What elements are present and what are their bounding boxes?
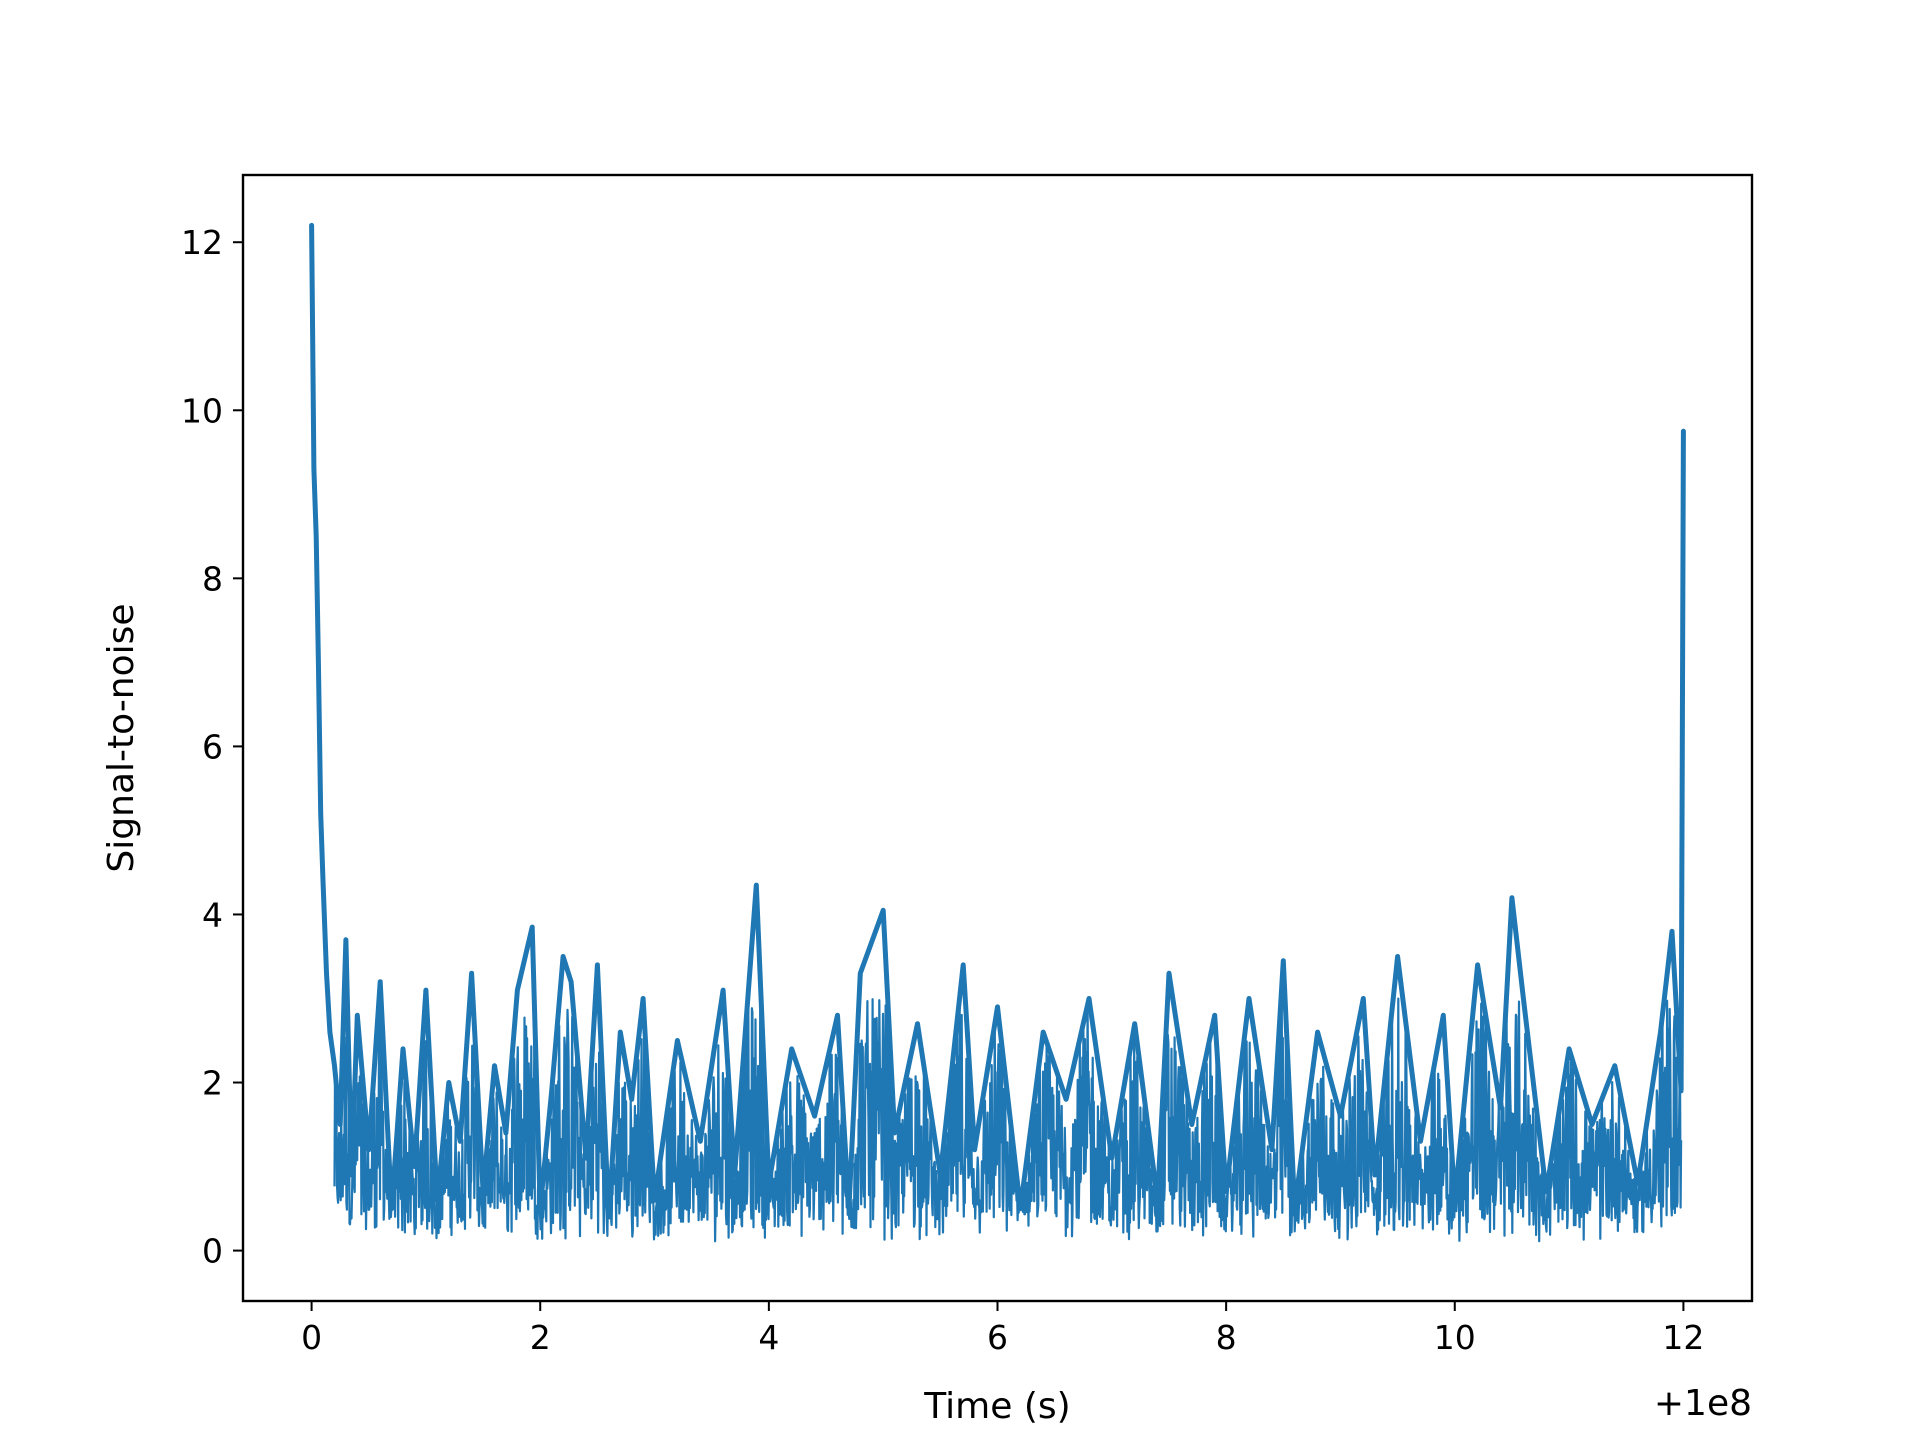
y-tick-label: 10 [181, 391, 223, 430]
y-tick-label: 2 [202, 1064, 223, 1103]
x-tick-label: 2 [530, 1318, 551, 1357]
y-tick-label: 12 [181, 223, 223, 262]
snr-series-line [333, 997, 1683, 1243]
x-tick-label: 4 [758, 1318, 779, 1357]
x-tick-label: 12 [1662, 1318, 1704, 1357]
y-axis-ticks: 0 2 4 6 8 10 12 [181, 223, 243, 1271]
y-tick-label: 8 [202, 559, 223, 598]
y-tick-label: 4 [202, 895, 223, 934]
x-axis-offset-label: +1e8 [1654, 1383, 1752, 1424]
x-tick-label: 8 [1216, 1318, 1237, 1357]
y-tick-label: 6 [202, 727, 223, 766]
x-tick-label: 0 [301, 1318, 322, 1357]
y-axis-label: Signal-to-noise [101, 603, 142, 872]
x-tick-label: 6 [987, 1318, 1008, 1357]
snr-series-envelope [309, 222, 1686, 1220]
x-axis-ticks: 0 2 4 6 8 10 12 [301, 1301, 1704, 1357]
y-tick-label: 0 [202, 1232, 223, 1271]
x-axis-label: Time (s) [923, 1386, 1070, 1427]
x-tick-label: 10 [1434, 1318, 1476, 1357]
plot-area [309, 222, 1686, 1243]
